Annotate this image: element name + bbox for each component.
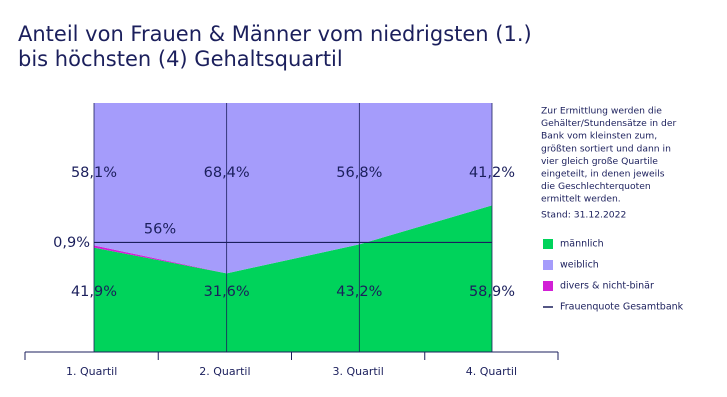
- x-tick-label: 2. Quartil: [199, 365, 250, 378]
- legend-label: weiblich: [560, 260, 599, 271]
- note: eingeteilt, in denen jeweils: [541, 169, 665, 180]
- value-label: 41,9%: [71, 284, 117, 300]
- note: größten sortiert und dann in: [541, 143, 671, 154]
- chart-title: bis höchsten (4) Gehaltsquartil: [18, 47, 343, 71]
- value-label: 58,1%: [71, 165, 117, 181]
- value-label: 31,6%: [204, 284, 250, 300]
- note: ermittelt werden.: [541, 194, 621, 205]
- value-label: 68,4%: [204, 165, 250, 181]
- value-label: 43,2%: [336, 284, 382, 300]
- chart-title: Anteil von Frauen & Männer vom niedrigst…: [18, 22, 532, 46]
- reference-label: 56%: [144, 221, 176, 237]
- note: Bank vom kleinsten zum,: [541, 131, 657, 142]
- legend-label: Frauenquote Gesamtbank: [560, 302, 684, 313]
- note: Gehälter/Stundensätze in der: [541, 118, 676, 129]
- legend-label: divers & nicht-binär: [560, 281, 654, 292]
- x-tick-label: 4. Quartil: [466, 365, 517, 378]
- legend-label: männlich: [560, 239, 604, 250]
- note: die Geschlechterquoten: [541, 181, 651, 192]
- x-tick-label: 3. Quartil: [332, 365, 383, 378]
- date-note: Stand: 31.12.2022: [541, 210, 626, 221]
- area: [94, 103, 492, 274]
- note: Zur Ermittlung werden die: [541, 106, 662, 117]
- value-label: 56,8%: [336, 165, 382, 181]
- value-label: 41,2%: [469, 165, 515, 181]
- legend-swatch: [543, 239, 553, 249]
- legend-swatch: [543, 281, 553, 291]
- note: vier gleich große Quartile: [541, 156, 658, 167]
- x-tick-label: 1. Quartil: [66, 365, 117, 378]
- value-label: 0,9%: [53, 235, 90, 251]
- legend-swatch: [543, 260, 553, 270]
- value-label: 58,9%: [469, 284, 515, 300]
